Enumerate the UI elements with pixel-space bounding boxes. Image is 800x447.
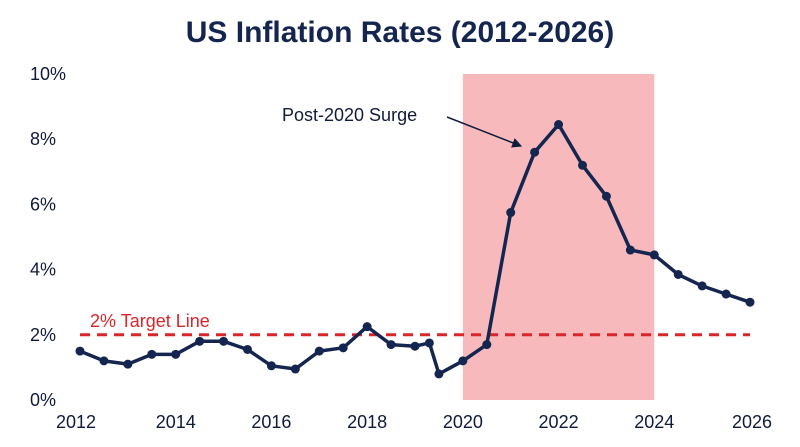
data-point xyxy=(578,160,587,170)
target-line-label: 2% Target Line xyxy=(90,311,210,331)
data-point xyxy=(243,344,252,354)
data-point xyxy=(649,250,659,260)
data-point xyxy=(721,289,731,299)
annotation-layer: Post-2020 Surge xyxy=(282,105,523,148)
y-tick-label: 8% xyxy=(30,129,56,149)
data-point xyxy=(123,359,133,369)
data-point xyxy=(745,297,755,307)
y-tick-label: 10% xyxy=(30,64,66,84)
data-point xyxy=(171,349,181,359)
data-point xyxy=(554,120,564,130)
data-point xyxy=(434,369,444,379)
data-point xyxy=(195,336,205,346)
target-line-layer: 2% Target Line xyxy=(80,311,750,337)
x-tick-label: 2014 xyxy=(156,412,196,432)
surge-annotation: Post-2020 Surge xyxy=(282,105,417,125)
data-point xyxy=(99,356,109,366)
data-point xyxy=(424,338,434,348)
x-tick-label: 2016 xyxy=(251,412,291,432)
x-tick-label: 2018 xyxy=(347,412,387,432)
data-point xyxy=(625,245,635,255)
x-tick-label: 2022 xyxy=(539,412,579,432)
y-tick-label: 4% xyxy=(30,260,56,280)
axis-layer: 0% 2% 4% 6% 8% 10% 2012 2014 2016 2018 2020 2022 202… xyxy=(30,64,772,432)
data-point xyxy=(75,346,85,356)
y-tick-label: 0% xyxy=(30,390,56,410)
data-point xyxy=(386,340,396,350)
data-point xyxy=(290,364,300,374)
annotation-arrow xyxy=(446,116,523,148)
data-point xyxy=(601,191,611,201)
x-tick-label: 2020 xyxy=(443,412,483,432)
chart-title: US Inflation Rates (2012-2026) xyxy=(186,16,614,49)
data-point xyxy=(147,349,157,359)
data-point xyxy=(458,356,468,366)
data-point xyxy=(673,269,683,279)
data-point xyxy=(338,343,348,353)
data-point xyxy=(362,322,372,332)
data-point xyxy=(530,147,540,157)
x-tick-label: 2024 xyxy=(634,412,674,432)
x-tick-label: 2012 xyxy=(56,412,96,432)
y-tick-label: 6% xyxy=(30,194,56,214)
data-point xyxy=(697,281,707,291)
data-point xyxy=(219,336,229,346)
y-tick-label: 2% xyxy=(30,325,56,345)
x-tick-label: 2026 xyxy=(732,412,772,432)
series-layer xyxy=(75,120,755,379)
data-point xyxy=(482,340,492,350)
data-point xyxy=(410,341,420,351)
data-point xyxy=(314,346,324,356)
data-point xyxy=(266,361,276,371)
data-point xyxy=(506,208,516,218)
